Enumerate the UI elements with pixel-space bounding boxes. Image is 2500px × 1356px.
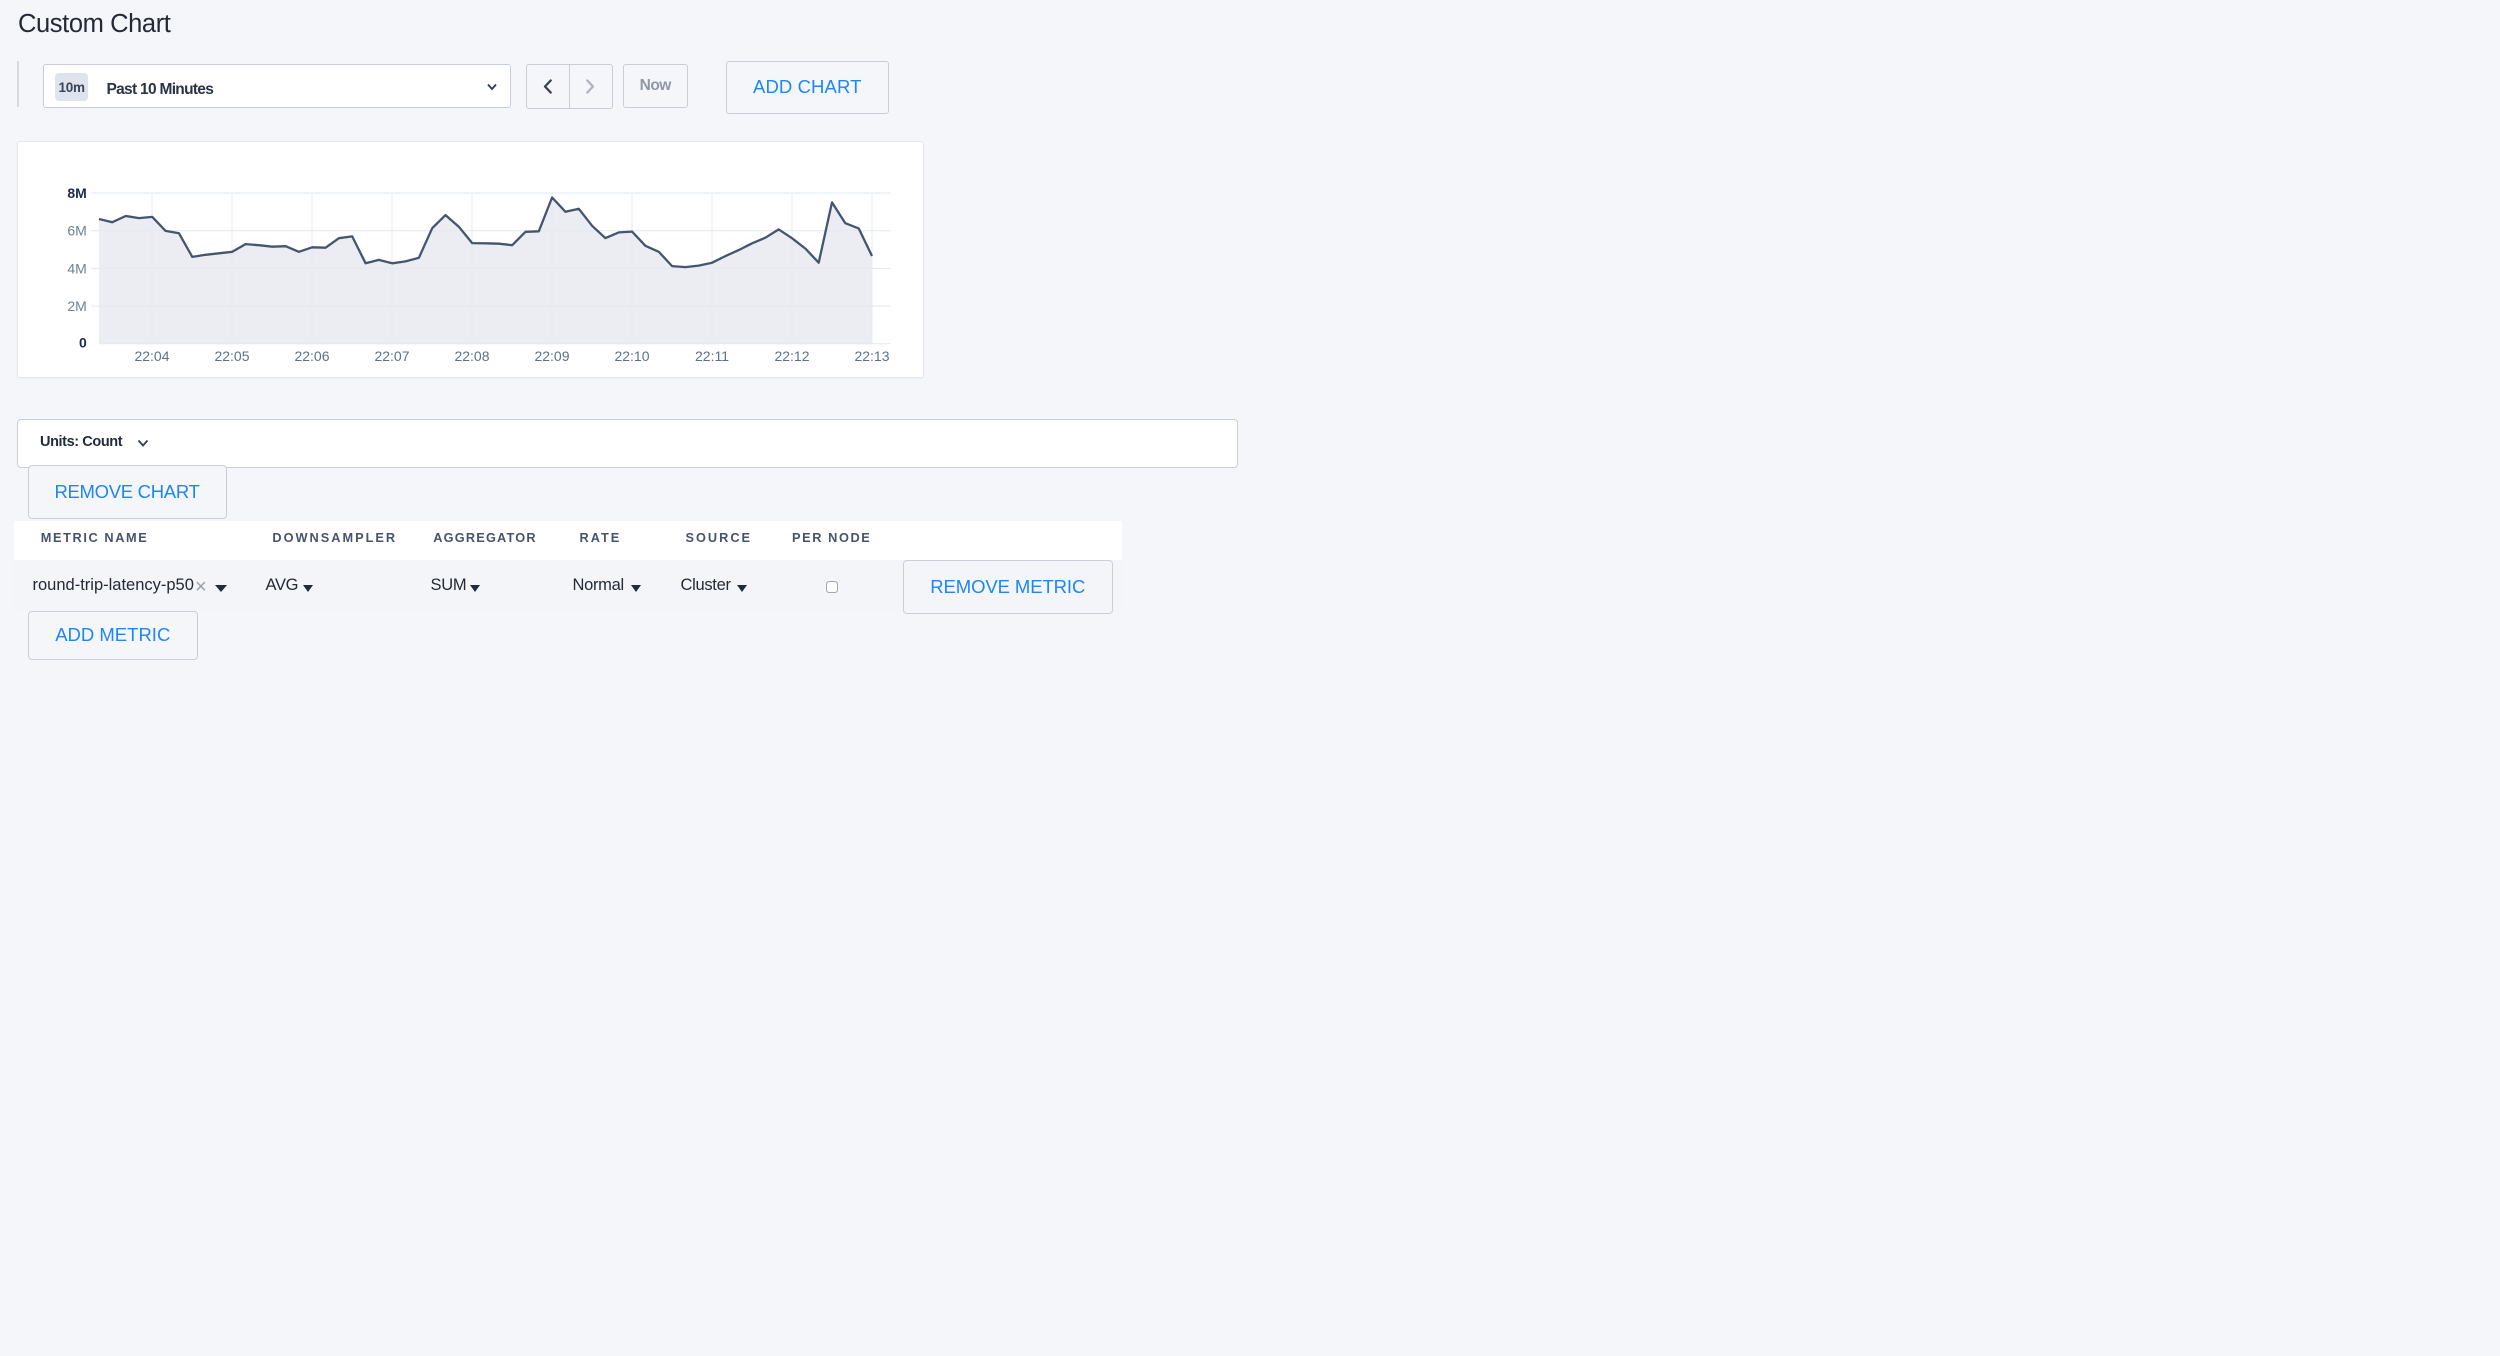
svg-text:22:04: 22:04: [134, 348, 169, 364]
svg-text:0: 0: [79, 335, 87, 351]
svg-text:4M: 4M: [67, 260, 86, 276]
svg-text:22:10: 22:10: [614, 348, 649, 364]
svg-text:22:07: 22:07: [374, 348, 409, 364]
svg-text:2M: 2M: [67, 298, 86, 314]
svg-text:22:12: 22:12: [774, 348, 809, 364]
svg-text:22:13: 22:13: [854, 348, 889, 364]
svg-text:22:11: 22:11: [695, 348, 729, 364]
svg-text:6M: 6M: [67, 223, 86, 239]
svg-text:22:09: 22:09: [534, 348, 569, 364]
svg-text:22:05: 22:05: [214, 348, 249, 364]
svg-text:8M: 8M: [67, 185, 86, 201]
svg-text:22:06: 22:06: [294, 348, 329, 364]
svg-text:22:08: 22:08: [454, 348, 489, 364]
